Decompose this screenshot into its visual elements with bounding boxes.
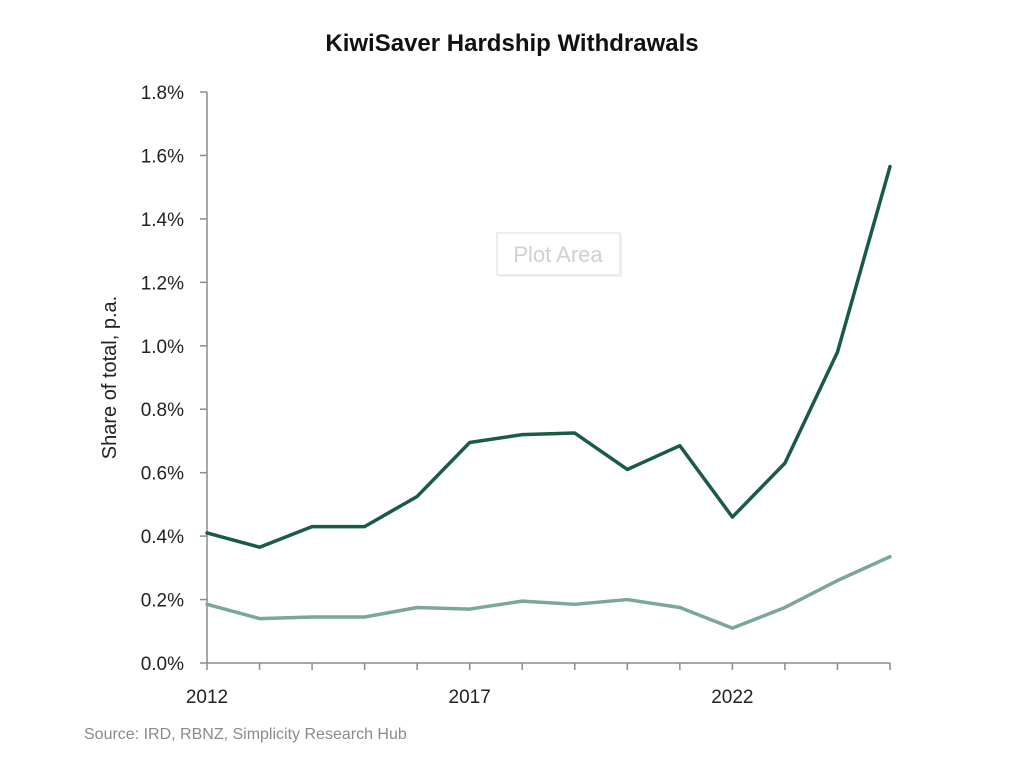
chart-title: KiwiSaver Hardship Withdrawals — [325, 30, 699, 57]
series-line-dark — [205, 164, 892, 549]
y-tick-label: 0.0% — [141, 654, 184, 675]
tick-labels: 0.0% 0.2% 0.4% 0.6% 0.8% 1.0% 1.2% 1.4% 1.6% 1.8%… — [99, 83, 754, 708]
y-tick-label: 0.6% — [141, 464, 184, 485]
series-layer — [205, 164, 892, 630]
series-line-light — [205, 554, 892, 630]
y-tick-label: 1.6% — [141, 146, 184, 167]
axes — [200, 91, 891, 670]
x-tick-label: 2022 — [711, 687, 753, 708]
y-tick-label: 0.4% — [141, 527, 184, 548]
y-tick-label: 0.8% — [141, 400, 184, 421]
source-note: Source: IRD, RBNZ, Simplicity Research H… — [84, 726, 407, 743]
y-tick-label: 0.2% — [141, 591, 184, 612]
y-tick-label: 1.2% — [141, 273, 184, 294]
y-tick-label: 1.0% — [141, 337, 184, 358]
plot-area-text: Plot Area — [513, 242, 603, 267]
plot-area-box — [496, 232, 621, 276]
y-axis-label: Share of total, p.a. — [99, 296, 121, 459]
plot-area-label[interactable]: Plot Area — [496, 232, 622, 277]
y-tick-label: 1.4% — [141, 210, 184, 231]
x-tick-label: 2017 — [449, 687, 491, 708]
y-tick-label: 1.8% — [141, 83, 184, 104]
x-tick-label: 2012 — [186, 687, 228, 708]
